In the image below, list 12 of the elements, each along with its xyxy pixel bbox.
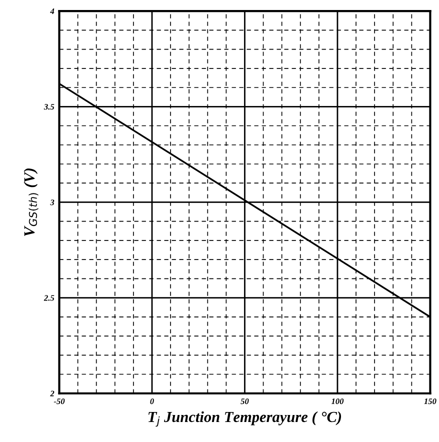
x-tick-label: 150 bbox=[424, 398, 436, 404]
x-tick-label: 0 bbox=[150, 398, 154, 404]
y-tick-label: 2 bbox=[50, 390, 54, 396]
y-tick-label: 2.5 bbox=[44, 295, 54, 301]
x-tick-label: 100 bbox=[331, 398, 344, 404]
y-tick-label: 4 bbox=[50, 8, 54, 14]
y-tick-label: 3.5 bbox=[44, 104, 54, 110]
x-tick-label: -50 bbox=[54, 398, 65, 404]
x-tick-label: 50 bbox=[240, 398, 249, 404]
y-axis-title: V$_{GS(th)}$ (V) bbox=[24, 168, 38, 236]
y-tick-label: 3 bbox=[50, 200, 54, 206]
x-axis-title: T$_{j}$ Junction Temperayure ( °C) bbox=[148, 411, 342, 427]
